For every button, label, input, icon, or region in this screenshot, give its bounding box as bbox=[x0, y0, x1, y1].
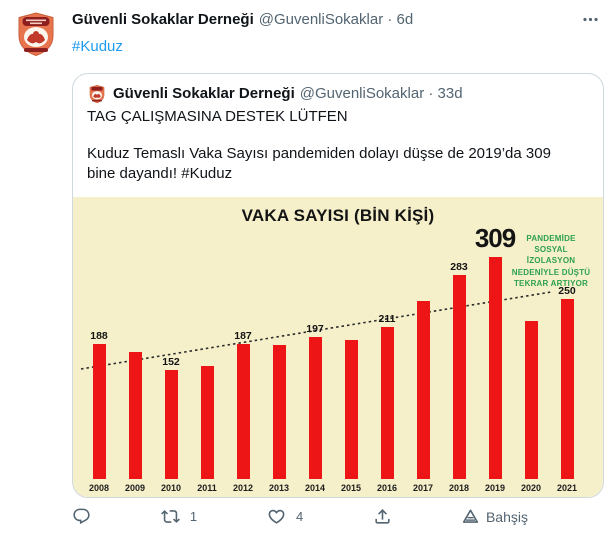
reply-button[interactable] bbox=[72, 507, 91, 526]
tip-triangle-icon bbox=[462, 508, 479, 525]
x-axis-tick-label: 2016 bbox=[376, 483, 398, 493]
tweet-header: Güvenli Sokaklar Derneği @GuvenliSokakla… bbox=[72, 10, 604, 35]
bar-column: 2013 bbox=[260, 343, 298, 497]
bar bbox=[200, 366, 214, 479]
bar-column: 2017 bbox=[404, 299, 442, 497]
more-icon[interactable] bbox=[577, 10, 604, 35]
x-axis-tick-label: 2020 bbox=[520, 483, 542, 493]
bar-column: 2011 bbox=[188, 364, 226, 497]
bar bbox=[164, 370, 178, 479]
x-axis-tick-label: 2009 bbox=[124, 483, 146, 493]
x-axis-tick-label: 2018 bbox=[448, 483, 470, 493]
reply-icon bbox=[72, 507, 91, 526]
shield-logo-icon bbox=[87, 84, 107, 104]
x-axis-tick-label: 2011 bbox=[197, 483, 217, 493]
quote-author-name: Güvenli Sokaklar Derneği bbox=[113, 85, 295, 102]
x-axis-tick-label: 2010 bbox=[160, 483, 182, 493]
bar-column: 152 2010 bbox=[152, 356, 190, 497]
shield-logo-icon bbox=[12, 10, 60, 58]
bar-value-label: 197 bbox=[306, 323, 324, 335]
bar bbox=[308, 337, 322, 479]
bar bbox=[236, 344, 250, 479]
quoted-tweet-card[interactable]: Güvenli Sokaklar Derneği @GuvenliSokakla… bbox=[72, 73, 604, 498]
retweet-count: 1 bbox=[189, 509, 198, 524]
tip-label: Bahşiş bbox=[485, 508, 528, 525]
bar bbox=[560, 299, 574, 479]
tip-button[interactable]: Bahşiş bbox=[462, 508, 528, 525]
x-axis-tick-label: 2017 bbox=[412, 483, 434, 493]
quote-timestamp: 33d bbox=[437, 85, 463, 102]
bar-column: 2009 bbox=[116, 350, 154, 497]
like-count: 4 bbox=[295, 509, 304, 524]
bar-value-label: 152 bbox=[162, 356, 180, 368]
bar-column: 2020 bbox=[512, 319, 550, 497]
x-axis-tick-label: 2014 bbox=[304, 483, 326, 493]
tweet: Güvenli Sokaklar Derneği @GuvenliSokakla… bbox=[12, 10, 604, 536]
bar-column: 283 2018 bbox=[440, 261, 478, 497]
quote-author-handle: @GuvenliSokaklar · 33d bbox=[299, 85, 463, 102]
chart-media[interactable]: VAKA SAYISI (BİN KİŞİ) PANDEMİDE SOSYAL … bbox=[73, 197, 603, 497]
share-button[interactable] bbox=[373, 507, 392, 526]
x-axis-tick-label: 2021 bbox=[556, 483, 578, 493]
bar bbox=[380, 327, 394, 479]
x-axis-tick-label: 2015 bbox=[340, 483, 362, 493]
bar bbox=[272, 345, 286, 479]
bar bbox=[488, 257, 502, 479]
chart-annotation: PANDEMİDE SOSYAL İZOLASYON NEDENİYLE DÜŞ… bbox=[511, 234, 591, 288]
quote-header: Güvenli Sokaklar Derneği @GuvenliSokakla… bbox=[73, 74, 603, 104]
share-icon bbox=[373, 507, 392, 526]
x-axis-tick-label: 2019 bbox=[484, 483, 506, 493]
bar bbox=[128, 352, 142, 479]
bar-value-label: 187 bbox=[234, 330, 252, 342]
bar-value-label: 188 bbox=[90, 330, 108, 342]
retweet-icon bbox=[160, 507, 180, 526]
chart-title: VAKA SAYISI (BİN KİŞİ) bbox=[241, 206, 435, 225]
bar-column: 187 2012 bbox=[224, 330, 262, 497]
tweet-text: #Kuduz bbox=[72, 37, 604, 57]
bar bbox=[452, 275, 466, 479]
x-axis-tick-label: 2012 bbox=[232, 483, 254, 493]
bar-column: 309 2019 bbox=[474, 223, 516, 497]
quote-text-line1: TAG ÇALIŞMASINA DESTEK LÜTFEN bbox=[87, 108, 348, 125]
separator-dot: · bbox=[387, 11, 393, 28]
trendline bbox=[80, 291, 552, 370]
quote-avatar bbox=[87, 84, 107, 104]
bar bbox=[344, 340, 358, 479]
hashtag-link[interactable]: #Kuduz bbox=[72, 38, 123, 55]
bar-column: 2015 bbox=[332, 338, 370, 497]
separator-dot: · bbox=[428, 85, 434, 102]
quote-text-line2: Kuduz Temaslı Vaka Sayısı pandemiden dol… bbox=[87, 145, 551, 182]
bar-value-label: 283 bbox=[450, 261, 468, 273]
timestamp: 6d bbox=[396, 11, 414, 28]
like-button[interactable]: 4 bbox=[267, 507, 303, 526]
x-axis-tick-label: 2008 bbox=[88, 483, 110, 493]
x-axis-tick-label: 2013 bbox=[268, 483, 290, 493]
bar-column: 188 2008 bbox=[80, 330, 118, 497]
bar-value-label: 250 bbox=[558, 285, 576, 297]
bar-value-label: 309 bbox=[474, 223, 516, 253]
author-handle: @GuvenliSokaklar · 6d bbox=[258, 11, 414, 28]
bar-column: 250 2021 bbox=[548, 285, 586, 497]
bar-column: 197 2014 bbox=[296, 323, 334, 497]
bar-value-label: 211 bbox=[378, 313, 396, 325]
heart-icon bbox=[267, 507, 286, 526]
bar bbox=[416, 301, 430, 479]
author-name[interactable]: Güvenli Sokaklar Derneği bbox=[72, 11, 254, 28]
bar bbox=[524, 321, 538, 479]
avatar[interactable] bbox=[12, 10, 60, 58]
bar bbox=[92, 344, 106, 479]
action-bar: 1 4 Bahşiş bbox=[72, 507, 528, 536]
bar-column: 211 2016 bbox=[368, 313, 406, 497]
retweet-button[interactable]: 1 bbox=[160, 507, 198, 526]
